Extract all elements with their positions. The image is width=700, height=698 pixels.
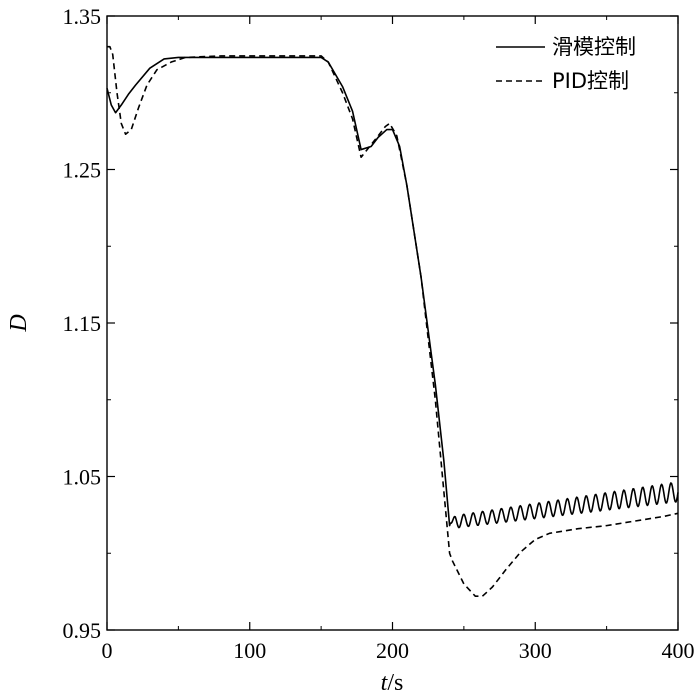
plot-frame — [106, 15, 679, 631]
y-tick-label: 1.15 — [63, 311, 102, 336]
y-tick-label: 0.95 — [63, 618, 102, 643]
legend-label-sliding-mode: 滑模控制 — [552, 35, 636, 59]
series-layer — [106, 45, 679, 598]
x-axis-label-var: t — [381, 670, 389, 696]
y-tick-label: 1.25 — [63, 158, 102, 183]
x-axis-label: t/s — [381, 670, 404, 696]
axis-ticks — [106, 15, 679, 631]
y-axis-label: D — [6, 314, 32, 332]
legend-label-pid: PID控制 — [552, 69, 629, 93]
series-line-sliding-mode — [106, 56, 679, 529]
x-tick-label: 300 — [519, 638, 552, 663]
y-tick-label: 1.35 — [63, 4, 102, 29]
x-axis-label-unit: /s — [387, 670, 403, 696]
axis-tick-labels: 0 100 200 300 400 0.95 1.05 1.15 1.25 1.35 — [63, 4, 695, 663]
series-line-pid — [107, 45, 679, 598]
legend: 滑模控制 PID控制 — [496, 35, 636, 93]
x-tick-label: 0 — [102, 638, 113, 663]
x-tick-label: 100 — [233, 638, 266, 663]
y-tick-label: 1.05 — [63, 465, 102, 490]
x-tick-label: 200 — [376, 638, 409, 663]
x-tick-label: 400 — [662, 638, 695, 663]
